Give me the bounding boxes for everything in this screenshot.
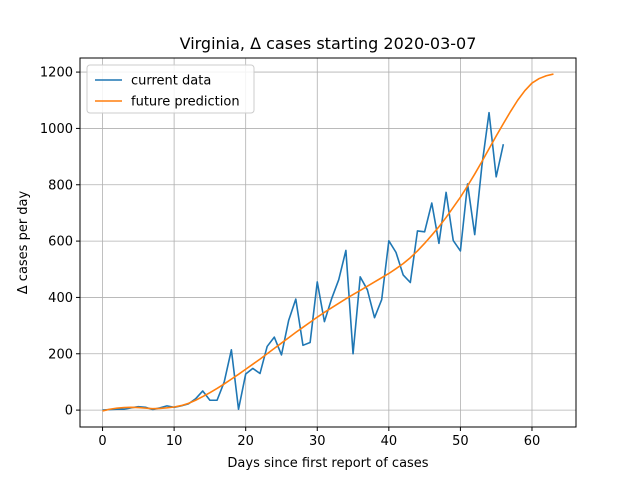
legend-label: current data bbox=[131, 74, 211, 89]
legend-box bbox=[86, 64, 255, 114]
y-tick-label: 1000 bbox=[40, 122, 73, 137]
x-tick-label: 40 bbox=[381, 434, 398, 449]
y-tick-label: 400 bbox=[48, 291, 73, 306]
y-axis-label: Δ cases per day bbox=[16, 190, 31, 294]
grid-layer bbox=[80, 58, 576, 427]
x-tick-label: 20 bbox=[237, 434, 254, 449]
x-axis-label: Days since first report of cases bbox=[227, 456, 428, 471]
x-tick-label: 0 bbox=[98, 434, 106, 449]
plot-frame bbox=[79, 57, 577, 428]
y-tick-label: 1200 bbox=[40, 66, 73, 81]
chart-title: Virginia, Δ cases starting 2020-03-07 bbox=[180, 34, 477, 53]
y-tick-label: 0 bbox=[65, 404, 73, 419]
series-line-future-prediction bbox=[102, 73, 554, 412]
series-layer bbox=[102, 73, 554, 412]
legend-label: future prediction bbox=[131, 95, 240, 110]
x-tick-label: 30 bbox=[309, 434, 326, 449]
x-tick-label: 10 bbox=[166, 434, 183, 449]
y-tick-label: 600 bbox=[48, 235, 73, 250]
y-tick-label: 800 bbox=[48, 178, 73, 193]
x-tick-label: 50 bbox=[452, 434, 469, 449]
legend: current data future prediction bbox=[86, 64, 255, 114]
y-tick-label: 200 bbox=[48, 347, 73, 362]
x-tick-label: 60 bbox=[524, 434, 541, 449]
